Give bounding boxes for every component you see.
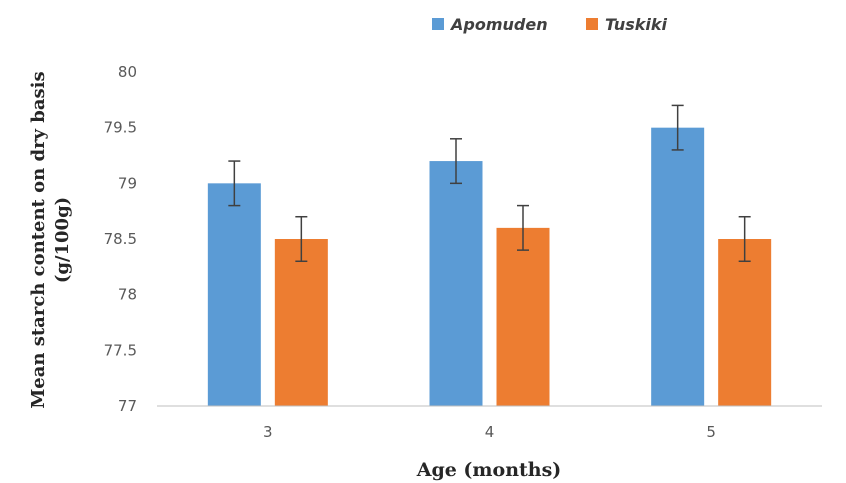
legend-swatch-tuskiki xyxy=(586,18,598,30)
x-tick-label: 4 xyxy=(485,423,495,441)
y-tick-label: 80 xyxy=(118,63,137,81)
y-tick-label: 78 xyxy=(118,286,137,304)
legend: Apomuden Tuskiki xyxy=(432,15,668,34)
bars xyxy=(207,127,772,407)
bar-apomuden-3 xyxy=(207,183,261,406)
bar-tuskiki-3 xyxy=(274,239,328,406)
bar-apomuden-5 xyxy=(651,127,705,407)
y-tick-label: 77 xyxy=(118,397,137,415)
legend-swatch-apomuden xyxy=(432,18,444,30)
bar-tuskiki-5 xyxy=(718,239,772,406)
legend-label-tuskiki: Tuskiki xyxy=(605,15,668,34)
y-axis-title: Mean starch content on dry basis (g/100g… xyxy=(28,71,73,408)
y-tick-label: 78.5 xyxy=(104,230,137,248)
y-tick-label: 77.5 xyxy=(104,341,137,359)
error-bars xyxy=(228,104,751,263)
legend-label-apomuden: Apomuden xyxy=(449,15,548,34)
y-tick-label: 79 xyxy=(118,174,137,192)
x-axis-title: Age (months) xyxy=(416,459,562,481)
y-axis-title-line-2: (g/100g) xyxy=(52,197,73,283)
x-axis-ticks: 3 4 5 xyxy=(263,423,716,441)
x-tick-label: 3 xyxy=(263,423,273,441)
bar-apomuden-4 xyxy=(429,161,483,406)
y-axis-title-line-1: Mean starch content on dry basis xyxy=(28,71,49,408)
bar-tuskiki-4 xyxy=(496,227,550,406)
x-tick-label: 5 xyxy=(706,423,716,441)
y-tick-label: 79.5 xyxy=(104,119,137,137)
y-axis-ticks: 77 77.5 78 78.5 79 79.5 80 xyxy=(104,63,137,415)
